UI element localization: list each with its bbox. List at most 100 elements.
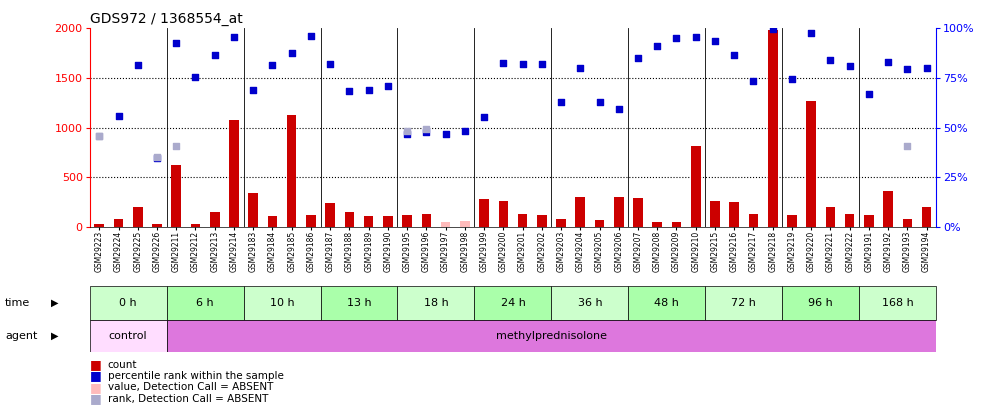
Point — [880, 59, 896, 65]
Point — [918, 65, 934, 71]
Point — [861, 91, 876, 97]
Point — [342, 87, 358, 94]
Bar — [229, 119, 239, 227]
Bar — [518, 214, 527, 227]
Point — [399, 130, 415, 137]
Point — [418, 125, 434, 132]
Bar — [807, 101, 816, 227]
Point — [745, 78, 761, 84]
Bar — [397, 286, 474, 320]
Point — [726, 52, 742, 58]
Bar — [902, 219, 912, 227]
Bar — [787, 215, 797, 227]
Text: 24 h: 24 h — [501, 298, 525, 308]
Bar — [710, 201, 720, 227]
Point — [649, 43, 665, 49]
Point — [245, 87, 261, 93]
Bar — [268, 216, 277, 227]
Point — [803, 30, 819, 36]
Text: percentile rank within the sample: percentile rank within the sample — [108, 371, 284, 381]
Bar — [326, 203, 335, 227]
Point — [899, 143, 915, 150]
Point — [573, 65, 589, 71]
Point — [207, 52, 223, 58]
Bar — [421, 214, 431, 227]
Point — [111, 113, 126, 119]
Point — [149, 154, 165, 161]
Point — [168, 40, 184, 47]
Text: 48 h: 48 h — [654, 298, 679, 308]
Bar — [171, 165, 181, 227]
Bar — [90, 286, 166, 320]
Point — [688, 34, 704, 40]
Point — [303, 33, 319, 40]
Point — [322, 61, 338, 67]
Text: ■: ■ — [90, 381, 102, 394]
Point — [515, 61, 531, 67]
Point — [361, 87, 376, 93]
Bar — [306, 215, 316, 227]
Text: rank, Detection Call = ABSENT: rank, Detection Call = ABSENT — [108, 394, 268, 403]
Bar — [865, 215, 873, 227]
Text: value, Detection Call = ABSENT: value, Detection Call = ABSENT — [108, 382, 273, 392]
Point — [226, 34, 242, 40]
Bar — [244, 286, 321, 320]
Bar — [364, 216, 374, 227]
Text: methylprednisolone: methylprednisolone — [496, 331, 607, 341]
Text: 72 h: 72 h — [731, 298, 756, 308]
Bar — [114, 219, 124, 227]
Bar — [671, 222, 681, 227]
Bar — [321, 286, 397, 320]
Bar — [628, 286, 705, 320]
Text: 18 h: 18 h — [423, 298, 448, 308]
Point — [92, 132, 108, 139]
Point — [823, 57, 839, 63]
Bar — [749, 214, 758, 227]
Bar — [166, 286, 244, 320]
Text: GDS972 / 1368554_at: GDS972 / 1368554_at — [90, 12, 242, 26]
Point — [379, 83, 395, 89]
Point — [129, 62, 145, 68]
Text: 6 h: 6 h — [196, 298, 214, 308]
Point — [476, 113, 492, 120]
Bar — [595, 220, 605, 227]
Point — [187, 74, 203, 80]
Point — [899, 66, 915, 72]
Bar — [474, 286, 552, 320]
Bar — [441, 222, 450, 227]
Point — [611, 105, 626, 112]
Bar — [210, 212, 219, 227]
Bar — [922, 207, 931, 227]
Text: ■: ■ — [90, 369, 102, 382]
Bar — [402, 215, 412, 227]
Point — [437, 130, 453, 137]
Text: control: control — [109, 331, 147, 341]
Point — [630, 55, 646, 61]
Bar — [90, 320, 166, 352]
Point — [553, 98, 569, 105]
Point — [399, 127, 415, 134]
Bar — [826, 207, 836, 227]
Text: 168 h: 168 h — [881, 298, 913, 308]
Bar — [248, 193, 258, 227]
Point — [534, 61, 550, 67]
Text: agent: agent — [5, 331, 38, 341]
Point — [284, 50, 300, 56]
Bar — [556, 219, 566, 227]
Bar — [383, 216, 392, 227]
Text: ■: ■ — [90, 358, 102, 371]
Text: 36 h: 36 h — [578, 298, 603, 308]
Text: ▶: ▶ — [51, 298, 59, 308]
Bar — [729, 202, 739, 227]
Bar — [633, 198, 642, 227]
Bar — [705, 286, 782, 320]
Point — [765, 26, 781, 32]
Point — [265, 62, 281, 68]
Point — [668, 35, 684, 41]
Bar — [152, 224, 161, 227]
Text: ■: ■ — [90, 392, 102, 405]
Text: ▶: ▶ — [51, 331, 59, 341]
Bar — [860, 286, 936, 320]
Bar — [95, 224, 104, 227]
Bar — [537, 215, 547, 227]
